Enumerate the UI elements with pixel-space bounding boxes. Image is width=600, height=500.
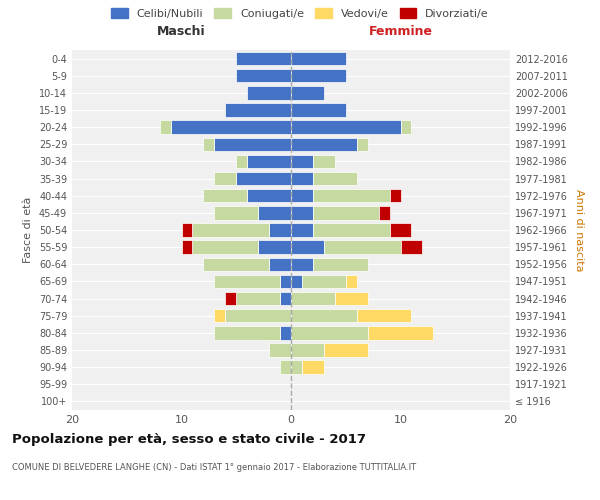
Bar — [214, 309, 226, 322]
Bar — [203, 189, 247, 202]
Bar — [214, 274, 280, 288]
Bar — [291, 104, 346, 117]
Legend: Celibi/Nubili, Coniugati/e, Vedovi/e, Divorziati/e: Celibi/Nubili, Coniugati/e, Vedovi/e, Di… — [111, 8, 489, 19]
Bar — [291, 224, 313, 236]
Bar — [214, 138, 291, 151]
Bar — [291, 360, 302, 374]
Bar — [269, 344, 291, 356]
Bar — [291, 326, 368, 340]
Bar — [170, 120, 291, 134]
Bar — [236, 154, 247, 168]
Bar — [291, 172, 313, 186]
Bar — [389, 224, 412, 236]
Text: Anni di nascita: Anni di nascita — [574, 188, 584, 271]
Bar — [182, 240, 193, 254]
Bar — [226, 292, 236, 306]
Bar — [291, 69, 346, 82]
Bar — [280, 292, 291, 306]
Bar — [324, 344, 368, 356]
Bar — [291, 258, 313, 271]
Bar — [226, 104, 291, 117]
Bar — [313, 172, 356, 186]
Bar — [401, 240, 422, 254]
Bar — [313, 154, 335, 168]
Bar — [182, 224, 193, 236]
Bar — [324, 240, 401, 254]
Bar — [313, 224, 389, 236]
Bar — [193, 240, 258, 254]
Bar — [291, 292, 335, 306]
Bar — [291, 52, 346, 66]
Bar — [236, 52, 291, 66]
Text: Femmine: Femmine — [368, 24, 433, 38]
Bar — [313, 189, 389, 202]
Bar — [302, 360, 324, 374]
Bar — [193, 224, 269, 236]
Bar — [280, 326, 291, 340]
Bar — [247, 189, 291, 202]
Bar — [313, 258, 368, 271]
Bar — [203, 138, 214, 151]
Bar — [302, 274, 346, 288]
Bar — [214, 326, 280, 340]
Bar — [236, 292, 280, 306]
Bar — [280, 274, 291, 288]
Bar — [160, 120, 170, 134]
Bar — [291, 138, 357, 151]
Bar — [226, 309, 291, 322]
Bar — [269, 258, 291, 271]
Bar — [291, 154, 313, 168]
Bar — [313, 206, 379, 220]
Bar — [368, 326, 433, 340]
Bar — [258, 240, 291, 254]
Bar — [236, 172, 291, 186]
Bar — [389, 189, 401, 202]
Bar — [214, 206, 258, 220]
Bar — [291, 274, 302, 288]
Bar — [357, 138, 368, 151]
Bar — [379, 206, 389, 220]
Bar — [346, 274, 356, 288]
Bar — [247, 86, 291, 100]
Bar — [291, 120, 401, 134]
Y-axis label: Fasce di età: Fasce di età — [23, 197, 33, 263]
Bar — [291, 189, 313, 202]
Bar — [291, 344, 324, 356]
Bar — [357, 309, 412, 322]
Bar — [269, 224, 291, 236]
Bar — [291, 240, 324, 254]
Bar — [401, 120, 412, 134]
Bar — [291, 206, 313, 220]
Bar — [258, 206, 291, 220]
Bar — [280, 360, 291, 374]
Bar — [214, 172, 236, 186]
Bar — [291, 309, 357, 322]
Text: Maschi: Maschi — [157, 24, 206, 38]
Bar — [247, 154, 291, 168]
Bar — [236, 69, 291, 82]
Bar — [291, 86, 324, 100]
Text: Popolazione per età, sesso e stato civile - 2017: Popolazione per età, sesso e stato civil… — [12, 432, 366, 446]
Bar — [203, 258, 269, 271]
Bar — [335, 292, 368, 306]
Text: COMUNE DI BELVEDERE LANGHE (CN) - Dati ISTAT 1° gennaio 2017 - Elaborazione TUTT: COMUNE DI BELVEDERE LANGHE (CN) - Dati I… — [12, 462, 416, 471]
